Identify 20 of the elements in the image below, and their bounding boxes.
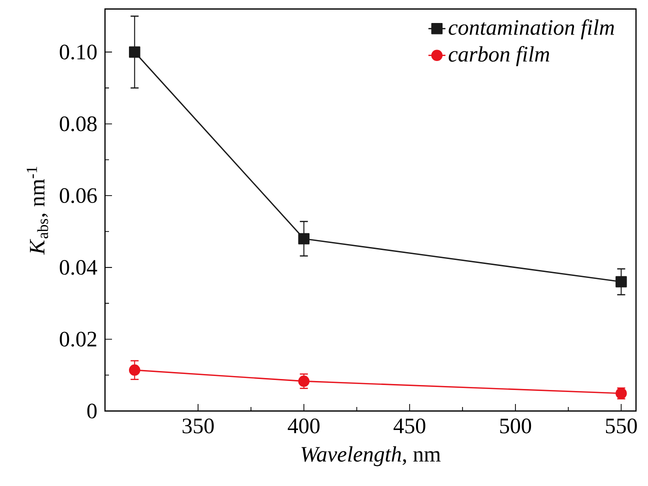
x-tick-label: 350: [182, 418, 214, 434]
point: [298, 233, 310, 244]
x-tick-label: 500: [500, 418, 532, 434]
legend-label: carbon film: [448, 46, 550, 66]
x-tick-label: 450: [394, 418, 426, 434]
y-tick-label: 0.10: [60, 44, 97, 60]
x-axis-title: Wavelength, nm: [301, 446, 441, 466]
point: [298, 376, 310, 387]
y-tick-label: 0.04: [60, 260, 98, 275]
y-tick-label: 0.06: [60, 188, 97, 204]
point: [128, 46, 140, 58]
y-tick-label: 0.02: [60, 332, 96, 347]
point: [616, 276, 627, 288]
legend-label: contamination film: [448, 19, 614, 40]
x-tick-label: 550: [606, 418, 637, 434]
y-tick-label: 0.08: [60, 116, 97, 132]
point: [128, 364, 140, 376]
y-tick-label: 0: [87, 404, 97, 418]
x-tick-label: 400: [288, 418, 320, 434]
y-axis-title: K$_{abs}$, nm$^{-1}$: [26, 166, 48, 255]
